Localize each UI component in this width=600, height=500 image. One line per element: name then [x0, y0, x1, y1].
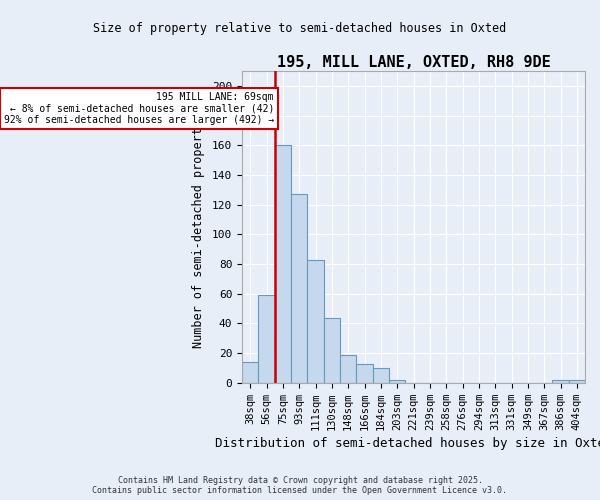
- Bar: [291, 194, 307, 383]
- Bar: [373, 368, 389, 383]
- Y-axis label: Number of semi-detached properties: Number of semi-detached properties: [192, 106, 205, 348]
- Bar: [553, 380, 569, 383]
- Text: 195 MILL LANE: 69sqm
← 8% of semi-detached houses are smaller (42)
92% of semi-d: 195 MILL LANE: 69sqm ← 8% of semi-detach…: [4, 92, 274, 125]
- Bar: [340, 354, 356, 383]
- Bar: [389, 380, 406, 383]
- Bar: [275, 146, 291, 383]
- Bar: [307, 260, 324, 383]
- Text: Size of property relative to semi-detached houses in Oxted: Size of property relative to semi-detach…: [94, 22, 506, 35]
- Bar: [569, 380, 585, 383]
- X-axis label: Distribution of semi-detached houses by size in Oxted: Distribution of semi-detached houses by …: [215, 437, 600, 450]
- Title: 195, MILL LANE, OXTED, RH8 9DE: 195, MILL LANE, OXTED, RH8 9DE: [277, 55, 550, 70]
- Bar: [356, 364, 373, 383]
- Bar: [259, 296, 275, 383]
- Text: Contains HM Land Registry data © Crown copyright and database right 2025.
Contai: Contains HM Land Registry data © Crown c…: [92, 476, 508, 495]
- Bar: [324, 318, 340, 383]
- Bar: [242, 362, 259, 383]
